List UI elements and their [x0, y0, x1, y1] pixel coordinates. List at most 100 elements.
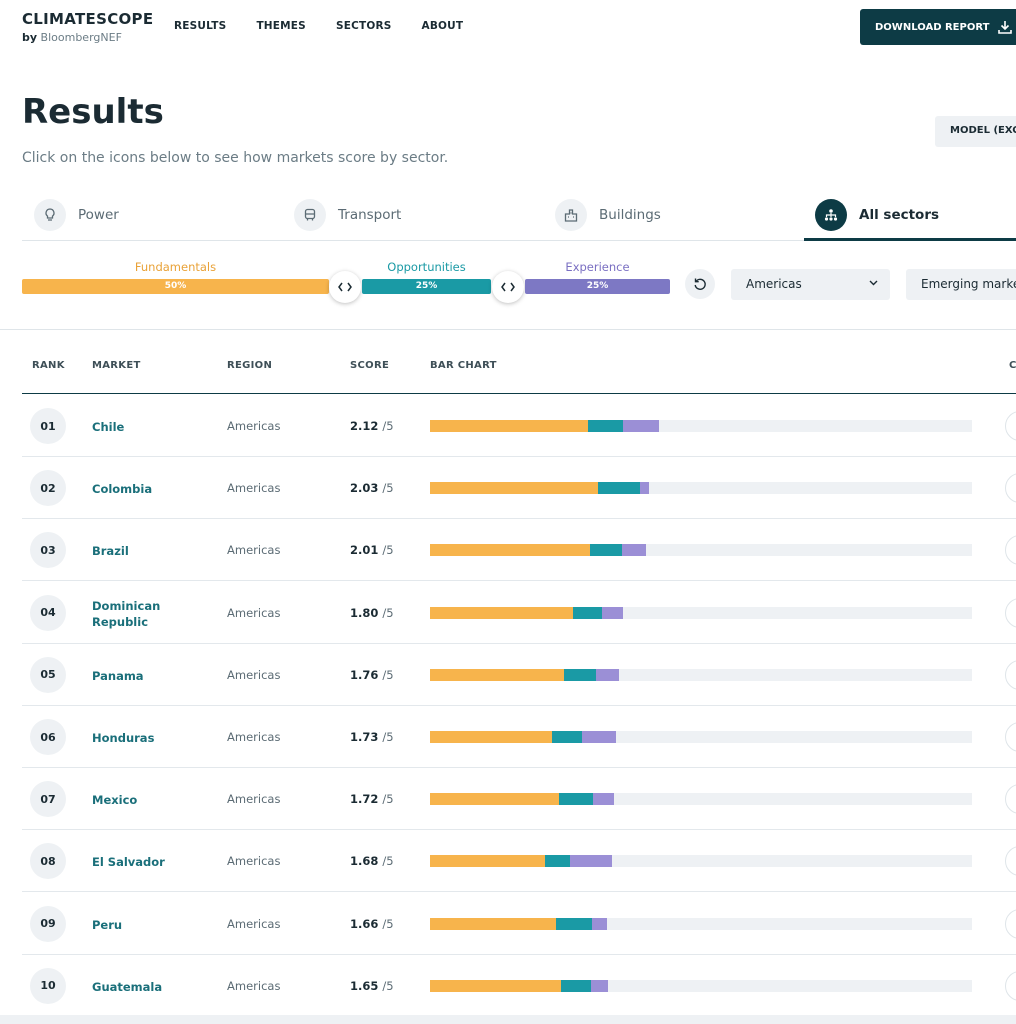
expand-icon[interactable]	[1005, 784, 1016, 815]
score-suffix: /5	[382, 667, 394, 682]
rank-badge: 08	[30, 843, 66, 880]
tab-power[interactable]: Power	[34, 190, 119, 240]
tab-all-sectors[interactable]: All sectors	[815, 190, 939, 240]
expand-icon[interactable]	[1005, 722, 1016, 752]
market-link[interactable]: El Salvador	[92, 855, 165, 870]
fundamentals-label: Fundamentals	[134, 260, 217, 274]
download-report-button[interactable]: DOWNLOAD REPORT	[860, 9, 1016, 45]
score-cell: 2.12 /5	[350, 419, 394, 433]
table-row[interactable]: 09 Peru Americas 1.66 /5	[22, 893, 1016, 955]
score-suffix: /5	[382, 605, 394, 620]
market-link[interactable]: Dominican Republic	[92, 598, 161, 629]
chevron-down-icon	[869, 280, 878, 286]
nav-themes[interactable]: THEMES	[256, 20, 306, 32]
table-row[interactable]: 08 El Salvador Americas 1.68 /5	[22, 830, 1016, 893]
score-bar	[430, 917, 972, 930]
table-row[interactable]: 06 Honduras Americas 1.73 /5	[22, 706, 1016, 768]
table-row[interactable]: 07 Mexico Americas 1.72 /5	[22, 768, 1016, 831]
market-link[interactable]: Colombia	[92, 482, 153, 497]
score-suffix: /5	[382, 792, 394, 807]
market-type-select[interactable]: Emerging markets	[906, 269, 1016, 300]
region-cell: Americas	[227, 419, 281, 433]
expand-icon[interactable]	[1005, 597, 1016, 628]
score-cell: 1.73 /5	[350, 730, 394, 744]
score-value: 2.01	[350, 543, 379, 558]
page-bottom-strip	[0, 1015, 1016, 1024]
market-link[interactable]: Peru	[92, 917, 123, 932]
score-bar	[430, 482, 972, 495]
nav-about[interactable]: ABOUT	[421, 20, 464, 32]
experience-segment	[639, 482, 649, 495]
logo-title[interactable]: CLIMATESCOPE	[22, 10, 154, 28]
table-row[interactable]: 01 Chile Americas 2.12 /5	[22, 395, 1016, 457]
score-value: 1.68	[350, 854, 379, 869]
col-score[interactable]: SCORE	[350, 360, 390, 371]
code-arrows-icon	[338, 282, 352, 292]
table-row[interactable]: 04 Dominican Republic Americas 1.80 /5	[22, 582, 1016, 644]
market-link[interactable]: Chile	[92, 420, 125, 434]
experience-weight-bar[interactable]: 25%	[525, 279, 670, 294]
rank-badge: 04	[30, 594, 66, 631]
rank-badge: 05	[30, 656, 66, 693]
tab-buildings[interactable]: Buildings	[555, 190, 661, 240]
experience-segment	[581, 731, 616, 743]
table-row[interactable]: 10 Guatemala Americas 1.65 /5	[22, 955, 1016, 1017]
region-cell: Americas	[227, 978, 281, 993]
logo-subtitle: by BloombergNEF	[22, 31, 122, 44]
table-row[interactable]: 05 Panama Americas 1.76 /5	[22, 644, 1016, 706]
market-link[interactable]: Guatemala	[92, 979, 163, 994]
market-link[interactable]: Panama	[92, 668, 144, 683]
opportunities-segment	[558, 793, 594, 806]
expand-icon[interactable]	[1005, 473, 1016, 504]
fundamentals-weight-bar[interactable]: 50%	[22, 279, 329, 294]
expand-icon[interactable]	[1005, 411, 1016, 441]
fundamentals-segment	[430, 731, 552, 743]
tab-transport[interactable]: Transport	[294, 190, 401, 240]
expand-icon[interactable]	[1005, 846, 1016, 877]
opportunities-segment	[598, 482, 640, 495]
region-cell: Americas	[227, 667, 281, 682]
hierarchy-icon	[815, 199, 847, 231]
market-link[interactable]: Brazil	[92, 544, 129, 559]
expand-icon[interactable]	[1005, 970, 1016, 1001]
table-row[interactable]: 03 Brazil Americas 2.01 /5	[22, 519, 1016, 582]
experience-segment	[595, 668, 619, 681]
fundamentals-segment	[430, 482, 599, 495]
score-cell: 1.68 /5	[350, 854, 394, 868]
opportunities-label: Opportunities	[387, 260, 466, 274]
score-bar	[430, 544, 972, 557]
expand-icon[interactable]	[1005, 908, 1016, 939]
opportunities-segment	[589, 544, 622, 557]
nav-results[interactable]: RESULTS	[174, 20, 227, 32]
fundamentals-segment	[430, 606, 574, 619]
score-cell: 1.65 /5	[350, 979, 394, 993]
opportunities-experience-slider-handle[interactable]	[492, 271, 524, 303]
market-type-select-value: Emerging markets	[921, 277, 1016, 291]
col-region[interactable]: REGION	[227, 360, 273, 371]
score-cell: 1.76 /5	[350, 668, 394, 682]
market-link[interactable]: Mexico	[92, 793, 138, 808]
region-cell: Americas	[227, 792, 281, 807]
region-select[interactable]: Americas	[731, 269, 890, 300]
market-link[interactable]: Honduras	[92, 731, 155, 745]
score-value: 1.66	[350, 916, 379, 931]
col-market[interactable]: MARKET	[92, 360, 141, 371]
opportunities-weight-bar[interactable]: 25%	[362, 279, 491, 294]
fundamentals-segment	[430, 793, 559, 806]
col-extra[interactable]: C	[1009, 360, 1016, 371]
col-rank[interactable]: RANK	[32, 360, 65, 371]
score-suffix: /5	[382, 481, 394, 496]
model-excel-button[interactable]: MODEL (EXCEL)	[935, 116, 1016, 147]
expand-icon[interactable]	[1005, 535, 1016, 566]
score-value: 1.72	[350, 792, 379, 807]
region-cell: Americas	[227, 543, 281, 558]
expand-icon[interactable]	[1005, 659, 1016, 690]
fundamentals-opportunities-slider-handle[interactable]	[329, 271, 361, 303]
table-row[interactable]: 02 Colombia Americas 2.03 /5	[22, 457, 1016, 520]
region-cell: Americas	[227, 730, 281, 744]
score-bar	[430, 606, 972, 619]
opportunities-segment	[551, 731, 582, 743]
fundamentals-segment	[430, 917, 556, 930]
nav-sectors[interactable]: SECTORS	[335, 20, 392, 32]
reset-weights-button[interactable]	[685, 269, 715, 299]
